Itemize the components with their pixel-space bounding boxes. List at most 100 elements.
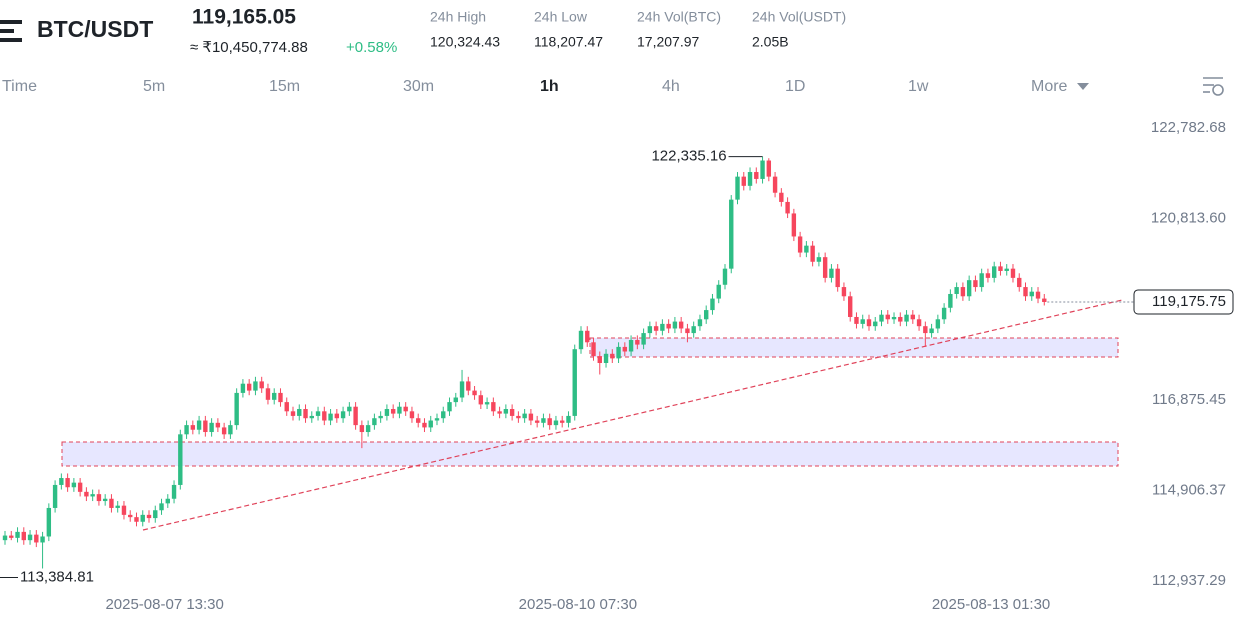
candle-body bbox=[779, 192, 784, 202]
settings-icon[interactable] bbox=[1203, 77, 1224, 96]
tab[interactable]: More bbox=[1031, 78, 1068, 95]
candle-body bbox=[960, 287, 966, 297]
candle-body bbox=[528, 413, 534, 421]
tab[interactable]: Time bbox=[2, 78, 37, 95]
candle-body bbox=[484, 402, 490, 405]
candle-body bbox=[635, 339, 640, 345]
candle-body bbox=[541, 418, 546, 423]
candle-body bbox=[428, 420, 433, 428]
candle-body bbox=[923, 326, 928, 334]
candle-body bbox=[534, 420, 540, 423]
tab[interactable]: 1h bbox=[540, 78, 559, 95]
candle-body bbox=[59, 478, 64, 485]
candle-body bbox=[660, 323, 665, 331]
candle-body bbox=[171, 484, 177, 499]
high-marker-label: 122,335.16 bbox=[651, 148, 726, 165]
candle-body bbox=[378, 415, 383, 419]
candle-body bbox=[203, 420, 208, 433]
zone[interactable] bbox=[61, 441, 1119, 467]
candle-body bbox=[215, 422, 221, 428]
candle-body bbox=[491, 402, 496, 412]
symbol-icon[interactable] bbox=[0, 20, 22, 42]
candle-body bbox=[566, 415, 571, 423]
candle-body bbox=[27, 534, 33, 541]
candle-body bbox=[159, 503, 164, 511]
tab[interactable]: 15m bbox=[269, 78, 300, 95]
candle-body bbox=[259, 381, 264, 389]
candle-body bbox=[459, 381, 465, 398]
trend-line[interactable] bbox=[142, 299, 1123, 531]
y-tick-label: 114,906.37 bbox=[1152, 481, 1226, 498]
candle-body bbox=[441, 411, 446, 419]
candle-body bbox=[866, 319, 872, 327]
candle-body bbox=[390, 409, 396, 414]
candle-body bbox=[290, 411, 296, 416]
candle-body bbox=[509, 409, 515, 416]
candle-body bbox=[1017, 277, 1022, 288]
last-price-tag bbox=[1133, 289, 1234, 315]
candle-body bbox=[265, 388, 271, 400]
candle-body bbox=[340, 411, 346, 419]
candle-body bbox=[65, 478, 70, 488]
candle-body bbox=[21, 531, 26, 541]
candle-body bbox=[96, 494, 102, 502]
candle-body bbox=[1042, 298, 1047, 302]
candle-body bbox=[221, 427, 227, 435]
last-price-label: 119,175.75 bbox=[1152, 293, 1226, 310]
tab[interactable]: 30m bbox=[403, 78, 434, 95]
candle-body bbox=[966, 280, 972, 297]
candle-body bbox=[954, 287, 959, 294]
candle-body bbox=[334, 413, 340, 419]
y-tick-label: 122,782.68 bbox=[1151, 119, 1226, 136]
candle-body bbox=[297, 409, 302, 416]
candle-body bbox=[804, 245, 809, 253]
candle-body bbox=[685, 328, 690, 334]
candle-body bbox=[553, 420, 559, 426]
candle-body bbox=[1029, 291, 1034, 297]
candle-body bbox=[196, 420, 202, 430]
stat-value: 120,324.43 bbox=[430, 34, 500, 50]
tab[interactable]: 4h bbox=[662, 78, 680, 95]
candle-body bbox=[616, 346, 621, 359]
stat-label: 24h Vol(USDT) bbox=[752, 9, 846, 25]
candle-body bbox=[979, 273, 984, 288]
candle-body bbox=[315, 411, 321, 416]
candle-body bbox=[84, 491, 89, 497]
tab[interactable]: 5m bbox=[143, 78, 165, 95]
tab[interactable]: 1w bbox=[908, 78, 929, 95]
candle-body bbox=[647, 326, 653, 334]
candle-body bbox=[1004, 268, 1009, 271]
candle-body bbox=[121, 505, 127, 515]
candle-body bbox=[278, 392, 283, 403]
y-tick-label: 120,813.60 bbox=[1151, 210, 1226, 227]
candle-body bbox=[935, 319, 941, 329]
zone[interactable] bbox=[589, 337, 1119, 358]
candle-body bbox=[416, 418, 421, 423]
candle-body bbox=[453, 397, 458, 403]
candle-body bbox=[328, 413, 333, 421]
dropdown-arrow[interactable] bbox=[1077, 83, 1089, 90]
candle-body bbox=[628, 339, 634, 352]
candle-body bbox=[691, 326, 696, 334]
candle-body bbox=[246, 383, 252, 391]
candle-body bbox=[322, 411, 327, 421]
candle-body bbox=[841, 287, 847, 297]
candle-body bbox=[447, 402, 452, 412]
candle-body bbox=[522, 413, 527, 419]
candle-body bbox=[359, 425, 365, 433]
icon-circle bbox=[1212, 84, 1224, 96]
tab[interactable]: 1D bbox=[785, 78, 805, 95]
candle-body bbox=[697, 319, 703, 327]
y-tick-label: 112,937.29 bbox=[1152, 572, 1226, 589]
symbol[interactable]: BTC/USDT bbox=[37, 16, 153, 42]
candle-body bbox=[347, 406, 352, 412]
candle-body bbox=[916, 319, 922, 327]
candle-body bbox=[653, 326, 659, 331]
candle-body bbox=[560, 420, 565, 423]
candle-body bbox=[622, 346, 628, 352]
candle-body bbox=[760, 160, 765, 179]
candle-body bbox=[672, 321, 678, 329]
candle-body bbox=[885, 314, 890, 320]
candle-body bbox=[516, 415, 521, 419]
